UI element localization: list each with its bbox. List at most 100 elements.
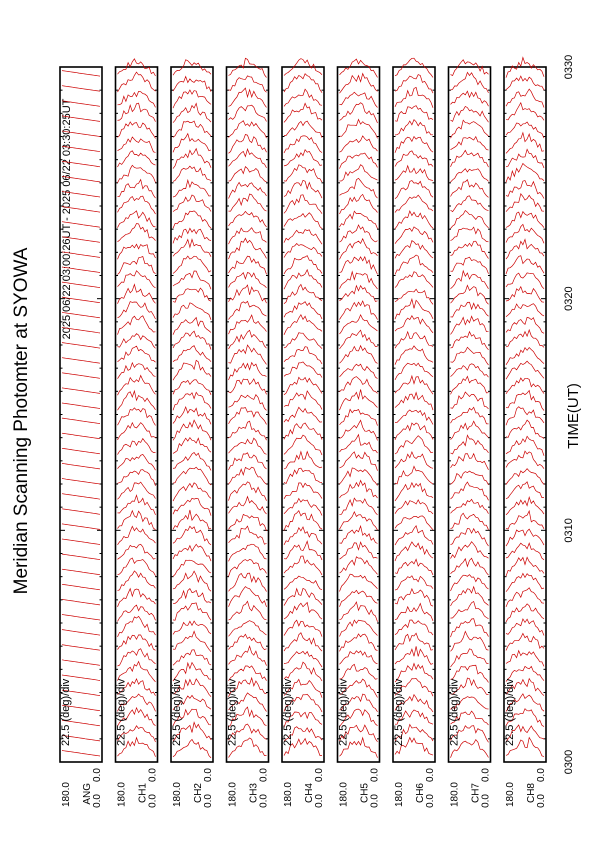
scan-trace	[172, 178, 212, 198]
scan-trace	[61, 553, 101, 560]
scan-trace	[339, 693, 378, 712]
scan-trace	[394, 465, 434, 485]
scan-trace	[505, 223, 545, 244]
scan-trace	[61, 538, 101, 545]
scan-trace	[394, 288, 434, 305]
scan-trace	[172, 345, 212, 362]
scan-trace	[283, 164, 323, 183]
y-min-label: 0.0	[148, 768, 159, 782]
scan-trace	[61, 236, 101, 243]
scan-trace	[394, 558, 434, 576]
scan-trace	[61, 145, 101, 153]
panel-frame	[447, 66, 492, 763]
scan-trace	[117, 706, 156, 727]
scan-trace	[283, 422, 323, 440]
scan-trace	[339, 210, 378, 229]
scan-trace	[61, 417, 101, 424]
scan-trace	[283, 242, 323, 258]
y-min-label: 0.0	[536, 768, 547, 782]
scan-trace	[61, 583, 101, 591]
scan-trace	[172, 559, 212, 577]
scan-trace	[61, 115, 101, 122]
scan-trace	[283, 555, 323, 576]
scan-trace	[61, 568, 101, 576]
scan-trace	[61, 493, 101, 500]
scan-trace	[283, 135, 323, 154]
scan-trace	[228, 706, 267, 727]
scan-trace	[394, 210, 434, 230]
scan-trace	[450, 696, 489, 710]
scan-trace	[505, 193, 545, 212]
scan-trace	[228, 665, 267, 681]
scan-trace	[450, 420, 489, 440]
panel-frame	[225, 66, 270, 763]
y-min-label: 0.0	[370, 768, 381, 782]
channel-label: CH5	[360, 783, 371, 803]
scan-trace	[394, 409, 434, 425]
scale-label: 22.5 (deg)/div	[60, 678, 72, 746]
scan-trace	[339, 408, 378, 426]
scan-trace	[117, 693, 156, 712]
y-max-label: 180.0	[339, 782, 350, 807]
scan-trace	[283, 194, 323, 214]
scale-label: 22.5 (deg)/div	[449, 678, 461, 746]
scan-trace	[117, 678, 156, 696]
scan-trace	[505, 255, 545, 275]
scan-trace	[61, 523, 101, 530]
scan-trace	[505, 285, 545, 303]
scan-trace	[450, 710, 489, 726]
scan-trace	[339, 193, 378, 215]
panel-frame	[392, 66, 436, 763]
scan-trace	[450, 106, 489, 123]
scan-trace	[505, 272, 545, 290]
scan-trace	[61, 719, 101, 727]
scan-trace	[505, 677, 545, 696]
scan-trace	[172, 721, 212, 741]
scan-trace	[505, 468, 545, 485]
scan-trace	[228, 329, 267, 350]
scan-trace	[339, 451, 378, 471]
scan-trace	[228, 723, 267, 741]
scan-trace	[228, 237, 267, 260]
scan-trace	[339, 524, 378, 544]
scan-trace	[228, 513, 267, 532]
y-max-label: 180.0	[394, 782, 405, 807]
scan-trace	[228, 676, 267, 697]
scan-trace	[228, 378, 267, 395]
scan-trace	[394, 602, 434, 622]
scan-trace	[283, 737, 323, 756]
scan-trace	[505, 708, 545, 727]
scan-trace	[117, 243, 156, 260]
scale-label: 22.5 (deg)/div	[171, 678, 183, 746]
scan-trace	[505, 75, 545, 91]
scan-trace	[339, 419, 378, 441]
scan-trace	[394, 194, 434, 213]
scan-trace	[228, 181, 267, 199]
x-tick-label: 0310	[563, 518, 575, 542]
scan-trace	[394, 662, 434, 683]
y-min-label: 0.0	[259, 768, 270, 782]
scan-trace	[394, 450, 434, 469]
scan-trace	[117, 150, 156, 168]
scan-trace	[450, 301, 489, 318]
scan-trace	[339, 118, 378, 139]
scan-trace	[339, 363, 378, 379]
scan-trace	[61, 342, 101, 349]
scan-trace	[505, 435, 545, 456]
scan-trace	[117, 725, 156, 743]
scan-trace	[505, 162, 545, 183]
scan-trace	[394, 297, 434, 320]
scan-trace	[339, 541, 378, 560]
scan-trace	[117, 58, 156, 77]
scan-trace	[283, 726, 323, 742]
y-min-label: 0.0	[314, 794, 325, 808]
scan-trace	[450, 391, 489, 410]
scan-trace	[228, 737, 267, 758]
y-min-label: 0.0	[148, 794, 159, 808]
scan-trace	[505, 210, 545, 228]
scan-trace	[339, 237, 378, 260]
